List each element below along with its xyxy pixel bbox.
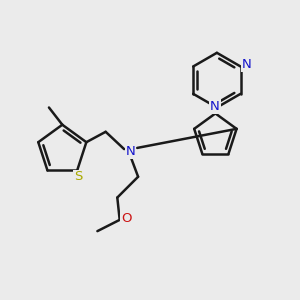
Text: N: N	[210, 100, 220, 113]
Text: O: O	[121, 212, 131, 225]
Text: N: N	[242, 58, 252, 71]
Text: S: S	[74, 170, 82, 184]
Text: N: N	[126, 145, 136, 158]
